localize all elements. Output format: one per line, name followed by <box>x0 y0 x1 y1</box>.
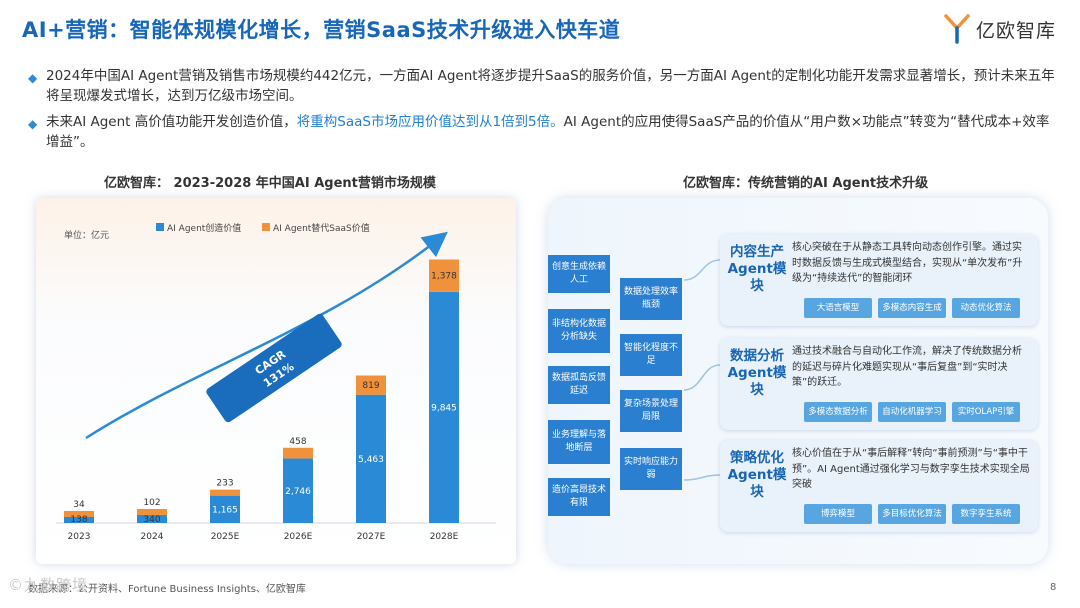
cagr-badge: CAGR 131% <box>206 313 342 423</box>
pain-point-box: 造价高昂技术有限 <box>548 478 610 516</box>
chart-subtitle: 亿欧智库： 2023-2028 年中国AI Agent营销市场规模 <box>104 176 436 191</box>
tech-tag: 自动化机器学习 <box>878 402 946 422</box>
legend-swatch-orange <box>262 223 270 231</box>
source-note: 数据来源：公开资料、Fortune Business Insights、亿欧智库 <box>28 584 306 595</box>
bar-replaced-2028E <box>429 259 459 292</box>
value-label-replaced-2024: 102 <box>143 498 160 508</box>
value-label-replaced-2023: 34 <box>73 500 85 510</box>
diamond-icon: ◆ <box>28 71 38 85</box>
pain-point-box: 实时响应能力弱 <box>620 448 682 490</box>
brand-logo: 亿欧智库 <box>944 14 1056 44</box>
watermark: ©九数跨境 <box>8 576 89 594</box>
bar-replaced-2024 <box>137 509 167 516</box>
tech-tag: 动态优化算法 <box>952 298 1020 318</box>
logo-text: 亿欧智库 <box>976 19 1057 42</box>
growth-arrow <box>85 231 448 440</box>
bar-series-group: 138 34 2023 340 102 2024 1,165 233 2025E 2,746 458… <box>56 259 496 542</box>
diamond-icon: ◆ <box>28 117 38 131</box>
summary-bullets: ◆ 2024年中国AI Agent营销及销售市场规模约442亿元，一方面AI A… <box>28 66 1058 158</box>
tech-tag: 多模态内容生成 <box>878 298 946 318</box>
bar-created-2023 <box>64 517 94 523</box>
bar-created-2027E <box>356 394 386 523</box>
bullet-item: ◆ 未来AI Agent 高价值功能开发创造价值，将重构SaaS市场应用价值达到… <box>28 112 1058 152</box>
pain-point-box: 复杂场景处理局限 <box>620 390 682 432</box>
value-label-replaced-2025E: 233 <box>216 479 233 489</box>
module-data-agent: 数据分析Agent模块 通过技术融合与自动化工作流，解决了传统数据分析的延迟与碎… <box>720 338 1038 430</box>
module-strategy-agent: 策略优化Agent模块 核心价值在于从“事后解释”转向“事前预测”与“事中干预”… <box>720 440 1038 532</box>
value-label-replaced-2028E: 1,378 <box>431 272 457 282</box>
category-label-2023: 2023 <box>68 532 91 542</box>
connector-lines <box>683 259 721 481</box>
bar-created-2028E <box>429 291 459 523</box>
bullet-text: 2024年中国AI Agent营销及销售市场规模约442亿元，一方面AI Age… <box>46 68 1055 104</box>
bullet-item: ◆ 2024年中国AI Agent营销及销售市场规模约442亿元，一方面AI A… <box>28 66 1058 106</box>
category-label-2025E: 2025E <box>211 532 240 542</box>
value-label-replaced-2027E: 819 <box>362 381 379 391</box>
bar-replaced-2023 <box>64 511 94 517</box>
tech-tag: 多模态数据分析 <box>804 402 872 422</box>
legend-swatch-blue <box>156 223 164 231</box>
chart-panel: 单位：亿元 AI Agent创造价值 AI Agent替代SaaS价值 CAGR… <box>36 198 516 564</box>
value-label-created-2027E: 5,463 <box>358 455 384 465</box>
category-label-2028E: 2028E <box>430 532 459 542</box>
page-number: 8 <box>1050 582 1057 593</box>
tech-tag: 大语言模型 <box>804 298 872 318</box>
diagram-subtitle: 亿欧智库：传统营销的AI Agent技术升级 <box>683 176 929 191</box>
module-desc: 核心价值在于从“事后解释”转向“事前预测”与“事中干预”。AI Agent通过强… <box>792 448 1030 490</box>
module-desc: 核心突破在于从静态工具转向动态创作引擎。通过实时数据反馈与生成式模型结合，实现从… <box>792 242 1023 284</box>
module-title: 策略优化Agent模块 <box>727 450 787 500</box>
bullet-highlight: 将重构SaaS市场应用价值达到从1倍到5倍。 <box>296 114 564 130</box>
pain-point-box: 数据处理效率瓶颈 <box>620 278 682 320</box>
cagr-badge-bg <box>206 313 342 423</box>
logo-icon <box>944 14 970 44</box>
module-content-agent: 内容生产Agent模块 核心突破在于从静态工具转向动态创作引擎。通过实时数据反馈… <box>720 234 1038 326</box>
tech-tag: 实时OLAP引擎 <box>952 402 1020 422</box>
legend-label-created: AI Agent创造价值 <box>167 222 241 234</box>
pain-point-box: 智能化程度不足 <box>620 334 682 376</box>
value-label-created-2025E: 1,165 <box>212 505 238 515</box>
value-label-created-2023: 138 <box>70 515 87 525</box>
module-desc: 通过技术融合与自动化工作流，解决了传统数据分析的延迟与碎片化难题实现从“事后复盘… <box>792 346 1022 388</box>
value-label-created-2024: 340 <box>143 515 160 525</box>
category-label-2026E: 2026E <box>284 532 313 542</box>
bar-created-2026E <box>283 458 313 523</box>
module-title: 内容生产Agent模块 <box>727 244 787 294</box>
bar-created-2025E <box>210 495 240 523</box>
bullet-text-post: AI Agent的应用使得SaaS产品的价值从“用户数×功能点”转变为“替代成本… <box>46 114 1050 150</box>
page-title: AI+营销：智能体规模化增长，营销SaaS技术升级进入快车道 <box>22 18 621 42</box>
market-size-chart: 单位：亿元 AI Agent创造价值 AI Agent替代SaaS价值 CAGR… <box>56 222 496 542</box>
unit-label: 单位：亿元 <box>64 229 109 241</box>
bar-replaced-2027E <box>356 375 386 395</box>
tech-tag: 多目标优化算法 <box>878 504 946 524</box>
category-label-2027E: 2027E <box>357 532 386 542</box>
bar-created-2024 <box>137 515 167 523</box>
bullet-text-pre: 未来AI Agent 高价值功能开发创造价值， <box>46 114 297 130</box>
value-label-replaced-2026E: 458 <box>289 437 306 447</box>
bar-replaced-2026E <box>283 447 313 459</box>
module-title: 数据分析Agent模块 <box>727 348 787 398</box>
tech-tag: 数字孪生系统 <box>952 504 1020 524</box>
legend-label-replaced: AI Agent替代SaaS价值 <box>273 222 370 234</box>
pain-point-box: 数据孤岛反馈延迟 <box>548 366 610 404</box>
pain-point-box: 非结构化数据分析缺失 <box>548 309 610 353</box>
value-label-created-2028E: 9,845 <box>431 403 457 413</box>
category-label-2024: 2024 <box>141 532 164 542</box>
bar-replaced-2025E <box>210 489 240 496</box>
pain-point-box: 业务理解与落地断层 <box>548 420 610 464</box>
tech-tag: 博弈模型 <box>804 504 872 524</box>
pain-point-box: 创意生成依赖人工 <box>548 255 610 293</box>
value-label-created-2026E: 2,746 <box>285 487 311 497</box>
